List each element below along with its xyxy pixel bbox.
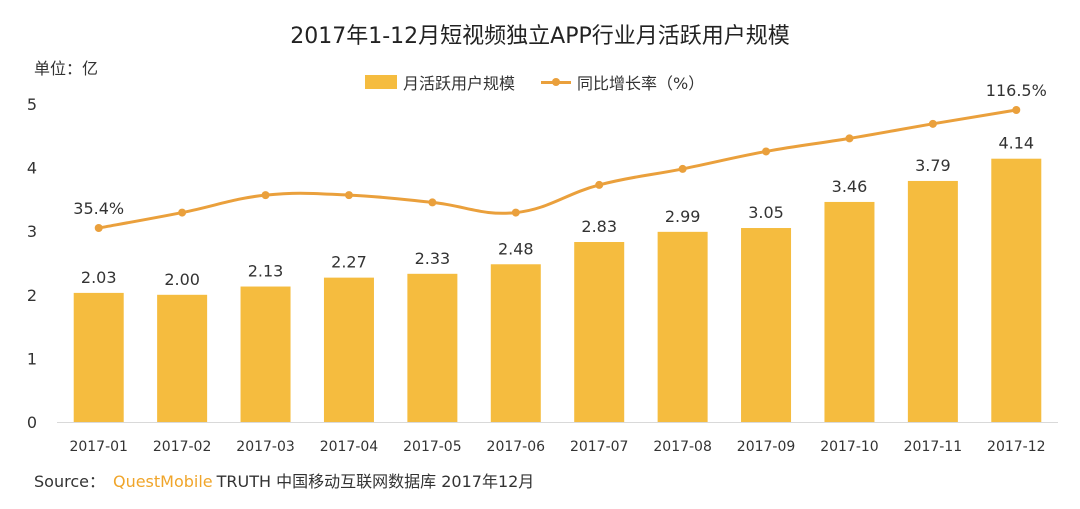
bar	[73, 292, 124, 422]
bar	[240, 286, 291, 422]
bar-value-label: 2.13	[248, 262, 284, 281]
bar	[824, 201, 875, 422]
growth-point	[94, 224, 103, 232]
bar	[490, 264, 541, 422]
growth-value-label: 116.5%	[986, 81, 1047, 100]
legend-line-swatch	[541, 75, 572, 89]
bar	[991, 158, 1042, 423]
y-tick-label: 1	[27, 349, 37, 368]
x-tick-label: 2017-08	[653, 439, 712, 455]
growth-point	[1012, 106, 1021, 114]
growth-line	[98, 108, 1017, 230]
bar	[407, 273, 458, 422]
bar	[907, 180, 958, 422]
y-tick-label: 2	[27, 286, 37, 305]
growth-point	[762, 147, 771, 156]
unit-label: 单位：亿	[34, 59, 99, 78]
x-tick-label: 2017-11	[904, 439, 963, 455]
y-tick-label: 3	[27, 222, 37, 241]
bar-value-label: 3.79	[915, 156, 951, 175]
source-prefix: Source：	[34, 472, 105, 491]
legend-bar-label: 月活跃用户规模	[403, 74, 516, 93]
source-text: TRUTH 中国移动互联网数据库 2017年12月	[216, 472, 535, 491]
bar-value-label: 2.00	[164, 270, 200, 289]
legend-item-bar: 月活跃用户规模	[365, 70, 515, 94]
bar-value-label: 2.27	[331, 253, 367, 272]
y-tick-label: 5	[27, 95, 37, 114]
x-tick-label: 2017-12	[987, 439, 1046, 455]
growth-point	[678, 164, 687, 173]
growth-point	[428, 198, 437, 207]
x-tick-label: 2017-03	[236, 439, 295, 455]
bar-value-label: 2.03	[81, 268, 117, 287]
bar	[323, 277, 374, 422]
bar	[574, 242, 625, 422]
x-tick-label: 2017-04	[320, 439, 379, 455]
growth-point	[928, 119, 937, 128]
x-tick-label: 2017-09	[737, 439, 796, 455]
bar-value-label: 4.14	[998, 134, 1034, 153]
x-tick-label: 2017-01	[69, 439, 128, 455]
bar	[157, 294, 208, 422]
growth-point	[178, 208, 187, 217]
x-tick-label: 2017-06	[487, 439, 546, 455]
legend-line-label: 同比增长率（%）	[577, 74, 705, 93]
chart-title: 2017年1-12月短视频独立APP行业月活跃用户规模	[290, 24, 790, 49]
x-tick-label: 2017-10	[820, 439, 879, 455]
growth-point	[595, 180, 604, 189]
growth-point	[845, 134, 854, 143]
legend-bar-swatch	[365, 75, 397, 89]
source-note: Source： QuestMobile TRUTH 中国移动互联网数据库 2017年…	[34, 468, 534, 492]
x-tick-label: 2017-02	[153, 439, 212, 455]
legend-item-line: 同比增长率（%）	[541, 70, 704, 94]
growth-point	[344, 191, 353, 200]
x-tick-label: 2017-07	[570, 439, 629, 455]
bar-value-label: 3.46	[832, 177, 868, 196]
growth-point	[261, 191, 270, 200]
y-tick-label: 0	[27, 413, 37, 432]
bar-value-label: 2.99	[665, 207, 701, 226]
bar-value-label: 2.48	[498, 239, 534, 258]
bar-value-label: 2.83	[581, 217, 617, 236]
growth-value-label: 35.4%	[73, 199, 124, 218]
x-tick-label: 2017-05	[403, 439, 462, 455]
bar	[657, 231, 708, 422]
y-tick-label: 4	[27, 159, 37, 178]
source-brand: QuestMobile	[112, 472, 213, 491]
bar-value-label: 2.33	[415, 249, 451, 268]
growth-point	[511, 208, 520, 217]
legend: 月活跃用户规模 同比增长率（%）	[365, 70, 730, 94]
bar-value-label: 3.05	[748, 203, 784, 222]
bar	[741, 228, 792, 422]
